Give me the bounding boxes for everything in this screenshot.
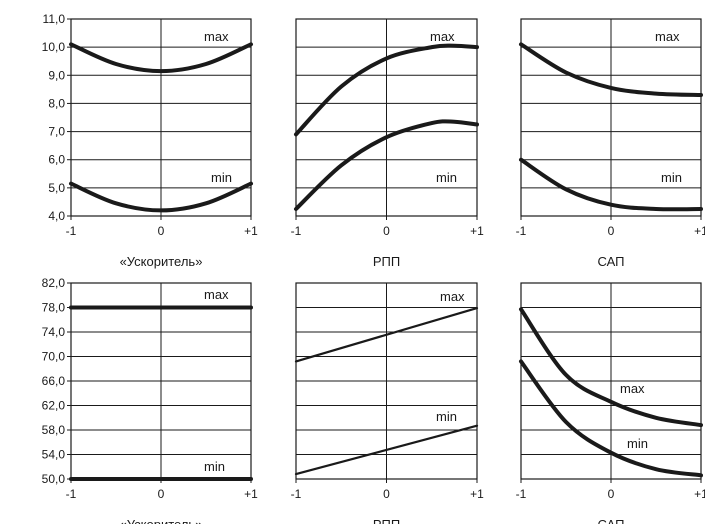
chart3-series-max-label: max bbox=[655, 29, 680, 44]
chart6-x-tick-label: -1 bbox=[516, 487, 527, 501]
chart2-x-axis-label: РПП bbox=[373, 254, 400, 269]
chart2-series-min-label: min bbox=[436, 170, 457, 185]
chart6-x-axis-label: САП bbox=[598, 517, 625, 524]
chart3-series-min-label: min bbox=[661, 170, 682, 185]
chart5-series-min-line bbox=[294, 424, 479, 476]
chart6-series-min-label: min bbox=[627, 436, 648, 451]
chart2-x-tick-label: 0 bbox=[383, 224, 390, 238]
chart4-y-tick-label: 66,0 bbox=[42, 374, 66, 388]
chart4-x-tick-label: 0 bbox=[158, 487, 165, 501]
chart1-x-tick-label: 0 bbox=[158, 224, 165, 238]
chart5-x-axis-label: РПП bbox=[373, 517, 400, 524]
chart3-x-tick-label: -1 bbox=[516, 224, 527, 238]
chart3-x-tick-label: 0 bbox=[608, 224, 615, 238]
chart1-y-tick-label: 4,0 bbox=[48, 209, 65, 223]
chart5-series-max-label: max bbox=[440, 289, 465, 304]
chart1-x-tick-label: -1 bbox=[66, 224, 77, 238]
chart1-series-min-line bbox=[69, 181, 253, 213]
chart1-x-tick-label: +1 bbox=[244, 224, 258, 238]
chart1-series-max-label: max bbox=[204, 29, 229, 44]
chart1-y-tick-label: 7,0 bbox=[48, 125, 65, 139]
chart1-y-tick-label: 9,0 bbox=[48, 68, 65, 82]
chart6-x-tick-label: +1 bbox=[694, 487, 705, 501]
chart6-x-tick-label: 0 bbox=[608, 487, 615, 501]
chart1-y-tick-label: 5,0 bbox=[48, 181, 65, 195]
chart3-x-tick-label: +1 bbox=[694, 224, 705, 238]
chart6-series-min-line bbox=[519, 359, 703, 478]
chart5-series-max-line bbox=[294, 307, 479, 363]
chart4-y-tick-label: 50,0 bbox=[42, 472, 66, 486]
chart4-x-axis-label: «Ускоритель» bbox=[120, 517, 203, 524]
chart4-x-tick-label: -1 bbox=[66, 487, 77, 501]
chart4-y-tick-label: 62,0 bbox=[42, 399, 66, 413]
chart2-x-tick-label: +1 bbox=[470, 224, 484, 238]
chart4-x-tick-label: +1 bbox=[244, 487, 258, 501]
chart4-y-tick-label: 70,0 bbox=[42, 350, 66, 364]
chart1-series-max-line bbox=[69, 42, 253, 74]
chart1-x-axis-label: «Ускоритель» bbox=[120, 254, 203, 269]
chart2-series-min-line bbox=[294, 119, 479, 211]
chart4-y-tick-label: 58,0 bbox=[42, 423, 66, 437]
chart4-y-tick-label: 54,0 bbox=[42, 448, 66, 462]
chart6-series-max-label: max bbox=[620, 381, 645, 396]
chart5-series-min-label: min bbox=[436, 409, 457, 424]
chart1-y-tick-label: 11,0 bbox=[43, 12, 66, 26]
chart1-y-tick-label: 10,0 bbox=[42, 40, 66, 54]
chart3-series-max-line bbox=[519, 42, 703, 97]
chart5-x-tick-label: -1 bbox=[291, 487, 302, 501]
chart5-x-tick-label: +1 bbox=[470, 487, 484, 501]
chart3-series-min-line bbox=[519, 157, 703, 212]
chart6-series-max-line bbox=[519, 307, 703, 428]
chart3-x-axis-label: САП bbox=[598, 254, 625, 269]
chart1-y-tick-label: 6,0 bbox=[48, 153, 65, 167]
chart1-series-min-label: min bbox=[211, 170, 232, 185]
chart4-y-tick-label: 78,0 bbox=[42, 301, 66, 315]
chart5-x-tick-label: 0 bbox=[383, 487, 390, 501]
chart4-y-tick-label: 82,0 bbox=[42, 276, 66, 290]
chart1-y-tick-label: 8,0 bbox=[48, 96, 65, 110]
chart4-series-max-label: max bbox=[204, 287, 229, 302]
chart2-series-max-label: max bbox=[430, 29, 455, 44]
chart2-series-max-line bbox=[294, 43, 479, 137]
chart4-series-min-label: min bbox=[204, 459, 225, 474]
chart2-x-tick-label: -1 bbox=[291, 224, 302, 238]
chart4-y-tick-label: 74,0 bbox=[42, 325, 66, 339]
